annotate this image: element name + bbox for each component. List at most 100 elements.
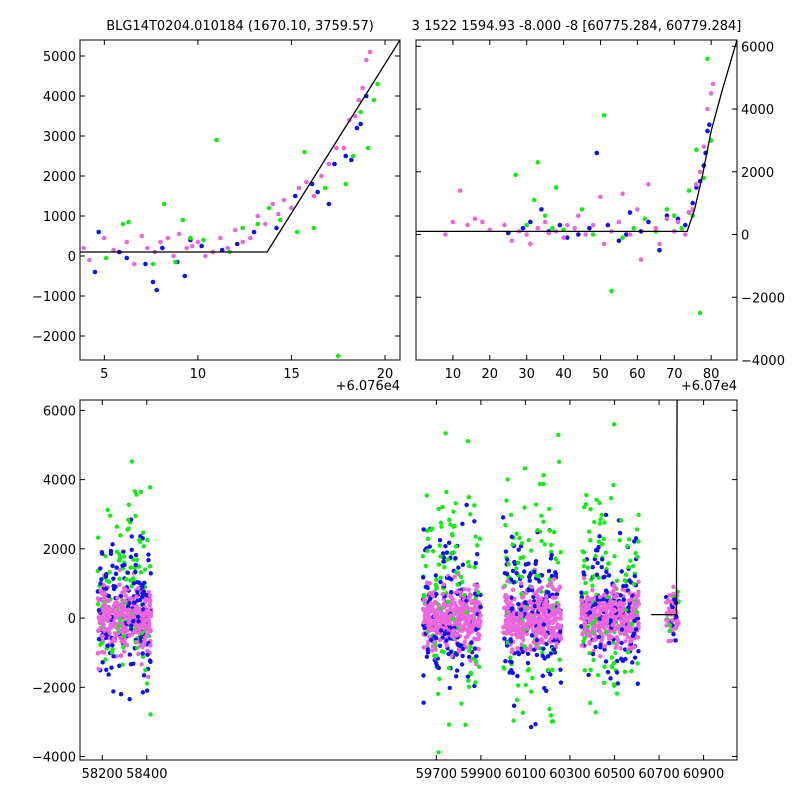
data-point [473,627,479,632]
data-point [628,558,633,564]
data-point [517,611,522,616]
data-point [438,628,444,633]
data-point [446,540,452,546]
data-point [549,719,555,724]
data-point [603,550,608,555]
data-point [147,485,153,490]
data-point [667,593,672,598]
data-point-green [322,185,328,191]
data-point [550,595,555,600]
data-point-blue [154,287,160,293]
data-point [133,513,138,519]
data-point [463,606,469,612]
data-point-blue [143,261,148,267]
data-point [118,692,124,697]
data-point-blue [624,232,629,237]
data-point [582,558,587,563]
data-point [557,629,563,635]
x-tick-label: 59900 [460,767,501,782]
data-point [519,574,524,580]
data-point [473,560,478,566]
data-point-pink [443,232,448,237]
data-point-pink [638,257,644,262]
data-point [635,554,640,560]
data-point [133,562,139,568]
data-point [514,531,520,536]
data-point [443,603,449,609]
data-point [617,538,622,543]
data-point [619,569,624,574]
data-point [526,587,531,593]
data-point-pink [341,145,347,151]
data-point [463,722,468,728]
data-point-blue [332,161,337,167]
data-point [475,551,480,557]
data-point [465,674,471,679]
x-offset-label: +6.07e4 [681,379,737,394]
data-point [632,573,638,579]
chart-title: BLG14T0204.010184 (1670.10, 3759.57) [106,19,374,34]
data-point [537,579,542,584]
data-point [140,654,146,659]
data-point [148,643,153,648]
data-point [120,603,125,609]
data-point [593,601,598,607]
data-point-pink [176,231,182,237]
data-point [441,582,446,587]
data-point [603,659,609,664]
data-point-green [705,56,710,62]
data-point [454,668,460,673]
data-point [509,632,515,637]
data-point [619,656,624,662]
data-point-blue [92,269,98,275]
data-point [621,584,626,589]
data-point [534,629,539,634]
data-point [607,640,612,646]
data-point-blue [705,128,710,134]
data-point [461,615,466,620]
data-point [590,583,595,588]
data-point [633,605,639,610]
data-point [517,535,522,541]
data-point-green [375,81,380,87]
data-point [529,584,534,590]
data-point [616,639,621,644]
data-point [126,502,132,508]
data-point [635,661,640,666]
data-point [476,590,481,595]
data-point [528,647,534,652]
data-point-green [161,201,167,207]
data-point [558,616,563,621]
data-point [449,602,454,607]
data-point [446,665,452,671]
data-point [145,652,150,657]
data-point [552,530,557,535]
data-point [131,581,137,586]
data-point [96,597,102,603]
data-point-green [671,213,677,218]
data-point [587,616,592,622]
data-point-pink [319,173,324,179]
data-point-blue [576,232,581,237]
data-point-blue [160,245,165,251]
data-point [539,631,544,636]
data-point-pink [457,188,463,193]
data-point [117,582,122,587]
data-point [613,645,618,650]
data-point [456,617,462,623]
data-point [514,697,520,703]
data-point [443,431,448,436]
data-point [433,647,438,652]
data-point [101,582,107,588]
y-tick-label: 2000 [43,543,76,558]
data-point [429,648,435,653]
data-point [537,481,543,487]
data-point [463,627,468,632]
data-point [587,631,592,637]
data-point [633,627,639,632]
data-point [538,608,544,613]
data-point [138,570,144,575]
data-point [145,648,150,654]
y-tick-label: 4000 [43,90,76,105]
data-point-pink [87,257,92,263]
